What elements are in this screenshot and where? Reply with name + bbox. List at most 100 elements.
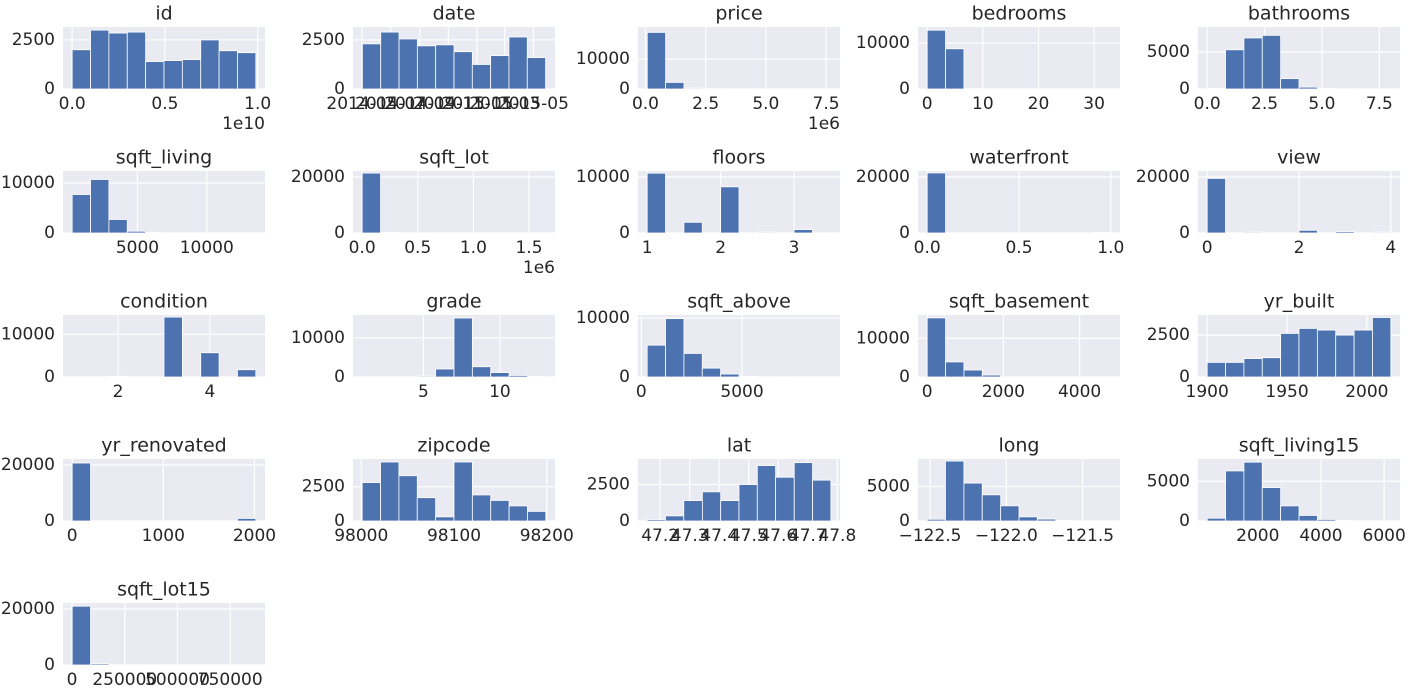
bar <box>1261 487 1282 522</box>
bar <box>665 82 685 90</box>
y-tick-label: 0 <box>1179 367 1190 387</box>
bar <box>926 518 946 522</box>
x-tick-label: 47.3 <box>671 526 709 546</box>
bar <box>812 479 832 522</box>
bar <box>1206 362 1226 378</box>
x-tick-label: 10 <box>972 94 994 114</box>
x-tick-label: 0 <box>67 526 78 546</box>
subplot-title: sqft_living15 <box>1239 435 1360 457</box>
bar <box>380 31 400 90</box>
bar <box>981 494 1002 522</box>
bar <box>71 194 91 234</box>
bar <box>775 476 795 522</box>
bar <box>200 39 220 90</box>
y-tick-label: 10000 <box>856 328 910 348</box>
x-tick-label: 10000 <box>180 238 234 258</box>
y-tick-label: 0 <box>334 79 345 99</box>
y-tick-label: 2500 <box>1147 325 1190 345</box>
y-tick-label: 0 <box>44 79 55 99</box>
x-tick-label: 5000 <box>116 238 159 258</box>
y-tick-label: 2500 <box>12 30 55 50</box>
plot-area <box>63 459 265 521</box>
x-tick-label: 0.5 <box>404 238 431 258</box>
y-tick-label: 0 <box>899 367 910 387</box>
bar <box>1243 231 1263 234</box>
y-tick-label: 10000 <box>576 167 630 187</box>
bar <box>945 460 965 522</box>
bar <box>1298 86 1318 90</box>
y-tick-label: 10000 <box>1 324 55 344</box>
y-tick-label: 10000 <box>576 49 630 69</box>
x-tick-label: 5.0 <box>1308 94 1335 114</box>
y-tick-label: 0 <box>1179 79 1190 99</box>
y-tick-label: 0 <box>334 367 345 387</box>
bar <box>508 36 528 90</box>
x-tick-label: 6000 <box>1363 526 1406 546</box>
bar <box>1372 317 1392 378</box>
bar <box>963 369 983 378</box>
x-tick-label: 0.0 <box>349 238 376 258</box>
subplot-title: bedrooms <box>972 3 1067 25</box>
y-tick-label: 20000 <box>1 599 55 619</box>
bar <box>1243 37 1263 90</box>
bar <box>1018 516 1038 522</box>
x-tick-label: 2000 <box>1236 526 1279 546</box>
bar <box>1243 358 1263 378</box>
y-tick-label: 20000 <box>1 455 55 475</box>
bar <box>453 317 473 378</box>
x-tick-label: 5 <box>418 382 429 402</box>
y-tick-label: 0 <box>334 223 345 243</box>
x-offset-label: 1e6 <box>523 258 555 278</box>
x-tick-label: 4000 <box>1058 382 1101 402</box>
subplot-title: price <box>715 3 762 25</box>
x-tick-label: 2000 <box>1345 382 1388 402</box>
x-tick-label: 30 <box>1083 94 1105 114</box>
bar <box>793 462 813 522</box>
x-tick-label: 1.0 <box>244 94 271 114</box>
x-tick-label: 47.4 <box>700 526 738 546</box>
bar <box>435 516 455 522</box>
y-tick-label: 20000 <box>291 167 345 187</box>
bar <box>490 372 510 378</box>
subplot-title: date <box>433 3 476 25</box>
bar <box>416 497 437 522</box>
bar <box>1206 178 1226 234</box>
subplot-title: bathrooms <box>1248 3 1350 25</box>
x-tick-label: 2 <box>113 382 124 402</box>
bar <box>490 55 510 90</box>
bar <box>683 353 703 378</box>
bar <box>926 172 946 234</box>
bar <box>163 60 183 90</box>
bar <box>471 64 492 90</box>
bar <box>1280 333 1300 378</box>
x-tick-label: 2000 <box>982 382 1025 402</box>
bar <box>361 482 381 522</box>
bar <box>126 31 147 90</box>
bar <box>646 519 666 522</box>
x-tick-label: 500000 <box>145 670 210 690</box>
x-tick-label: 0 <box>636 382 647 402</box>
bar <box>646 172 666 234</box>
bar <box>508 505 528 522</box>
x-tick-label: 750000 <box>198 670 263 690</box>
subplot-title: view <box>1277 147 1321 169</box>
bar <box>1335 334 1355 378</box>
bar <box>435 368 455 378</box>
y-tick-label: 10000 <box>1 173 55 193</box>
x-tick-label: 2014-05 <box>326 94 397 114</box>
x-tick-label: 0.0 <box>632 94 659 114</box>
y-tick-label: 5000 <box>1147 42 1190 62</box>
x-tick-label: 47.2 <box>641 526 679 546</box>
bar <box>1280 505 1300 522</box>
bar <box>701 491 722 522</box>
x-tick-label: 47.7 <box>789 526 827 546</box>
bar <box>963 482 983 522</box>
y-tick-label: 2500 <box>302 477 345 497</box>
bar <box>398 38 418 90</box>
x-tick-label: 0.5 <box>151 94 178 114</box>
plot-area <box>638 27 840 89</box>
bar <box>1036 518 1057 522</box>
x-tick-label: 0.5 <box>1005 238 1032 258</box>
x-tick-label: 3 <box>789 238 800 258</box>
y-tick-label: 0 <box>334 511 345 531</box>
